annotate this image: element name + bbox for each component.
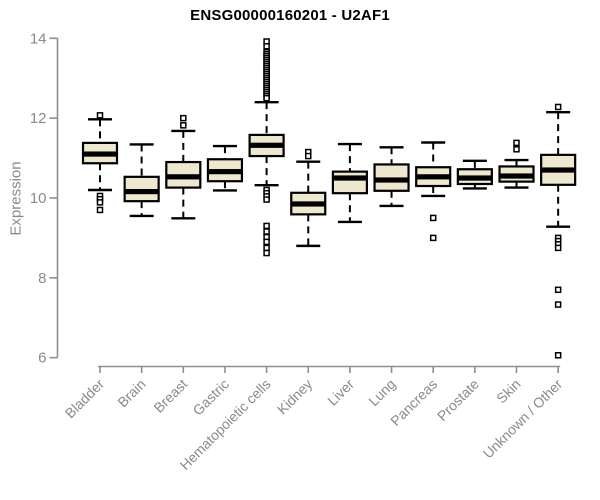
outlier-point <box>180 122 187 129</box>
median-line <box>541 167 576 173</box>
outlier-point <box>263 244 270 252</box>
y-tick-label: 14 <box>30 30 47 47</box>
outlier-point <box>180 114 187 122</box>
outlier-point <box>263 228 270 235</box>
box-brain <box>123 143 160 218</box>
median-line <box>166 174 201 180</box>
outlier-point <box>263 43 270 50</box>
outlier-point <box>513 146 520 153</box>
median-line <box>457 175 492 181</box>
x-tick-label-bladder: Bladder <box>62 376 108 422</box>
iqr-box <box>331 170 368 195</box>
median-line <box>374 177 409 183</box>
box-prostate <box>456 159 493 190</box>
x-tick-label-lung: Lung <box>365 376 398 409</box>
x-tick-label-breast: Breast <box>150 376 190 416</box>
y-tick-label: 10 <box>30 190 47 207</box>
outlier-point <box>554 301 562 308</box>
outlier-point <box>96 206 104 214</box>
outlier-point <box>263 94 270 102</box>
median-line <box>291 201 326 207</box>
median-line <box>83 151 117 157</box>
median-line <box>499 173 534 179</box>
median-line <box>332 175 367 181</box>
x-tick-label-prostate: Prostate <box>434 376 482 424</box>
outlier-point <box>263 196 270 203</box>
x-tick-label-liver: Liver <box>324 376 357 409</box>
box-unknown-other <box>540 103 577 359</box>
box-breast <box>165 114 202 220</box>
outlier-point <box>263 222 270 230</box>
x-tick-label-kidney: Kidney <box>274 376 316 418</box>
outlier-point <box>554 352 562 359</box>
outlier-point <box>263 249 270 257</box>
box-bladder <box>81 112 119 214</box>
median-line <box>124 188 159 195</box>
outlier-point <box>429 214 437 222</box>
median-line <box>416 174 451 180</box>
box-gastric <box>206 144 244 192</box>
x-tick-label-unknown-other: Unknown / Other <box>480 376 566 462</box>
chart-title: ENSG00000160201 - U2AF1 <box>190 7 390 24</box>
y-tick-label: 6 <box>38 350 46 367</box>
outlier-point <box>554 286 562 294</box>
outlier-point <box>513 139 520 147</box>
box-lung <box>373 146 410 208</box>
outlier-point <box>429 234 437 242</box>
x-tick-label-skin: Skin <box>493 376 524 407</box>
outlier-point <box>96 112 104 119</box>
box-liver <box>331 142 368 224</box>
outlier-point <box>554 103 562 111</box>
outlier-point <box>96 199 104 206</box>
box-kidney <box>290 148 327 248</box>
outlier-point <box>305 152 312 160</box>
x-tick-label-brain: Brain <box>114 376 148 410</box>
y-tick-label: 8 <box>38 270 46 287</box>
box-hematopoietic-cells <box>248 38 285 257</box>
median-line <box>207 169 242 175</box>
outlier-point <box>554 244 562 252</box>
box-skin <box>498 139 535 189</box>
box-pancreas <box>415 141 452 242</box>
median-line <box>249 142 284 148</box>
y-tick-label: 12 <box>30 110 47 127</box>
outlier-point <box>263 238 270 246</box>
